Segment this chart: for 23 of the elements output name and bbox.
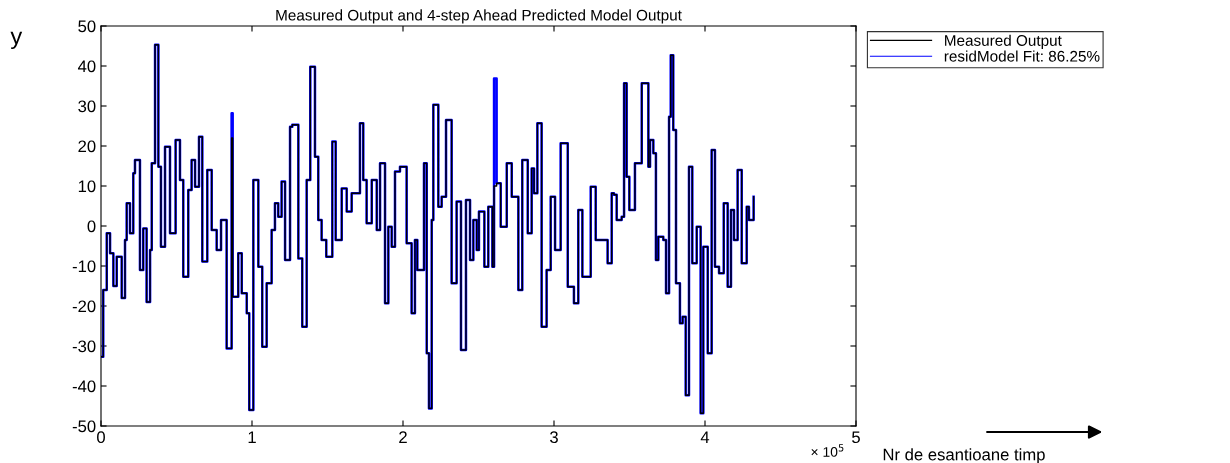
- y-tick-label: -40: [72, 380, 96, 393]
- x-axis-title: Nr de esantioane timp: [883, 448, 1045, 463]
- y-tick-label: 10: [78, 180, 96, 193]
- y-tick-label: -10: [72, 260, 96, 273]
- y-tick-label: 20: [78, 140, 96, 153]
- x-tick-label: 3: [550, 431, 558, 444]
- y-tick-label: 0: [87, 220, 96, 233]
- x-tick-label: 0: [97, 431, 105, 444]
- y-tick-label: -50: [72, 420, 96, 433]
- legend-label: residModel Fit: 86.25%: [944, 50, 1100, 62]
- y-tick-label: 50: [78, 20, 96, 33]
- y-tick-label: -20: [72, 300, 96, 313]
- x-tick-label: 4: [700, 431, 710, 443]
- y-tick-label: -30: [72, 340, 96, 353]
- y-tick-label: 40: [77, 60, 96, 73]
- text: × 10$^{5}$: [811, 444, 844, 457]
- y-tick-label: 30: [78, 100, 96, 113]
- legend-label: Measured Output: [945, 34, 1062, 49]
- x-tick-label: 1: [248, 431, 256, 443]
- x-tick-label: 5: [852, 431, 860, 444]
- y-axis-title: y: [10, 31, 23, 50]
- x-tick-label: 2: [399, 431, 407, 443]
- chart-title: Measured Output and 4-step Ahead Predicted Model Output: [276, 9, 682, 24]
